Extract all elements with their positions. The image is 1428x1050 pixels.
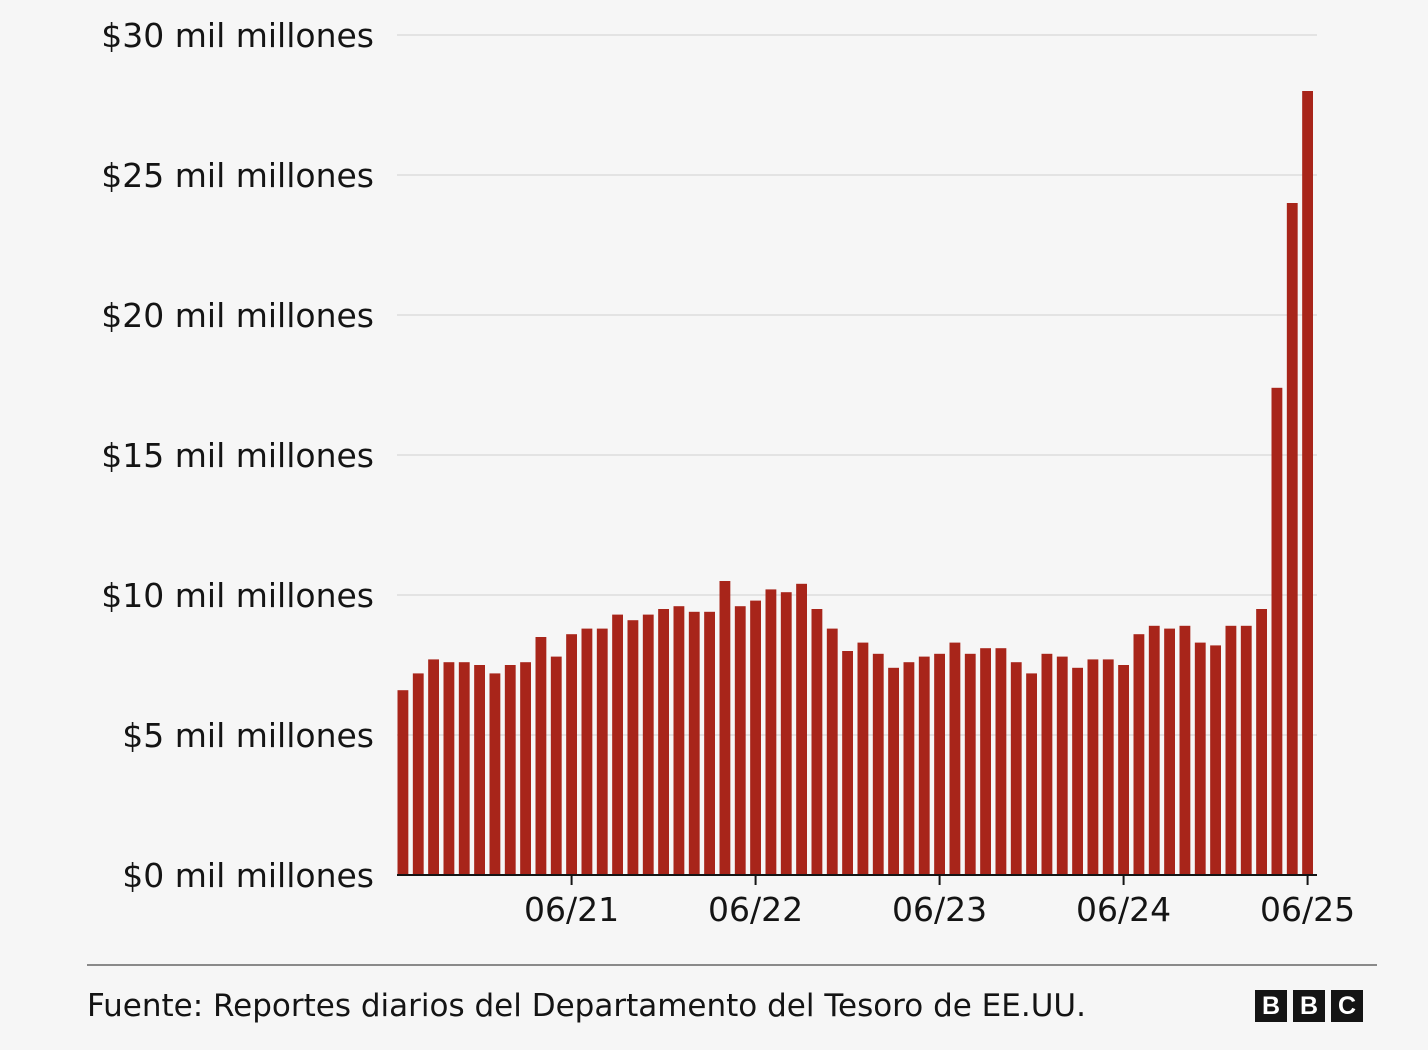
bar [918, 656, 930, 875]
bar [826, 628, 838, 875]
y-tick-label: $20 mil millones [101, 296, 374, 335]
bar [489, 673, 501, 875]
bar [857, 642, 869, 875]
bar [934, 653, 945, 875]
bar [397, 690, 409, 875]
bar [474, 665, 485, 875]
bar [734, 606, 746, 875]
gridlines [397, 34, 1317, 736]
bar [566, 634, 577, 875]
bar [842, 651, 853, 875]
bar [642, 614, 654, 875]
bar [719, 581, 731, 875]
x-axis-labels: 06/21 06/22 06/23 06/24 06/25 [524, 890, 1355, 929]
bar [1302, 91, 1313, 875]
x-tick-label: 06/21 [524, 890, 619, 929]
bar [1056, 656, 1068, 875]
x-tick-label: 06/23 [892, 890, 987, 929]
bar-chart: $0 mil millones $5 mil millones $10 mil mi… [101, 16, 1355, 929]
bar [1179, 625, 1191, 875]
y-tick-label: $25 mil millones [101, 156, 374, 195]
bar [1133, 634, 1145, 875]
bar [780, 592, 792, 875]
bar [688, 611, 700, 875]
bar [443, 662, 455, 875]
bar [1072, 667, 1083, 875]
bar [428, 659, 439, 875]
bbc-logo-letter: B [1255, 990, 1287, 1022]
bar [1194, 642, 1206, 875]
bar [504, 665, 516, 875]
bar [964, 653, 976, 875]
bar [1010, 662, 1022, 875]
bar [811, 609, 823, 875]
bar [535, 637, 547, 875]
bar [581, 628, 593, 875]
bar [1118, 665, 1129, 875]
bar [1271, 387, 1283, 875]
bar [673, 606, 685, 875]
x-axis [397, 874, 1317, 885]
bar [1041, 653, 1053, 875]
bar [949, 642, 961, 875]
bar [612, 614, 623, 875]
bar [765, 589, 777, 875]
bbc-logo: B B C [1255, 990, 1363, 1022]
bar [596, 628, 608, 875]
bar [1148, 625, 1160, 875]
bar [1102, 659, 1114, 875]
bar [1164, 628, 1175, 875]
bar [704, 611, 715, 875]
bars [397, 91, 1313, 875]
bar [520, 662, 531, 875]
bar [412, 673, 424, 875]
bar [1087, 659, 1099, 875]
y-tick-label: $30 mil millones [101, 16, 374, 55]
y-tick-label: $0 mil millones [122, 856, 374, 895]
bar [550, 656, 562, 875]
bar [980, 648, 991, 875]
source-note: Fuente: Reportes diarios del Departament… [87, 988, 1086, 1024]
bar [1210, 645, 1221, 875]
x-tick-label: 06/22 [708, 890, 803, 929]
y-axis-labels: $0 mil millones $5 mil millones $10 mil mi… [101, 16, 374, 895]
bbc-logo-letter: C [1331, 990, 1363, 1022]
bar [658, 609, 669, 875]
bar [903, 662, 915, 875]
bar [796, 583, 807, 875]
footer-divider [87, 964, 1377, 966]
bar [1286, 203, 1298, 875]
bar [458, 662, 470, 875]
x-tick-label: 06/25 [1260, 890, 1355, 929]
bar [1240, 625, 1252, 875]
bar [888, 667, 899, 875]
x-tick-label: 06/24 [1076, 890, 1171, 929]
y-tick-label: $15 mil millones [101, 436, 374, 475]
bar [872, 653, 884, 875]
y-tick-label: $5 mil millones [122, 716, 374, 755]
bar [995, 648, 1007, 875]
bbc-logo-letter: B [1293, 990, 1325, 1022]
bar [1026, 673, 1037, 875]
bar [1225, 625, 1237, 875]
y-tick-label: $10 mil millones [101, 576, 374, 615]
bar [750, 600, 761, 875]
bar [627, 620, 639, 875]
bar [1256, 609, 1267, 875]
